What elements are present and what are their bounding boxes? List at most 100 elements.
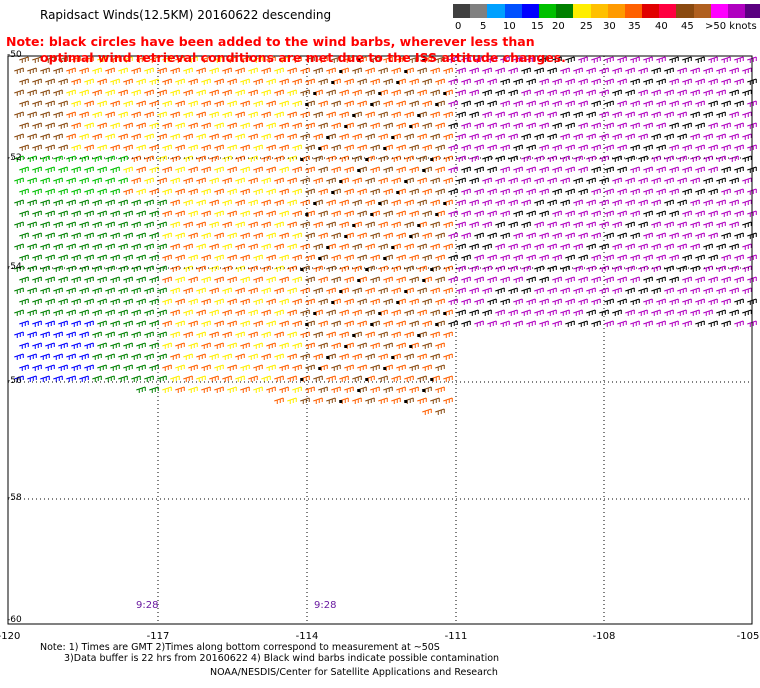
wind-barb	[430, 331, 440, 338]
wind-barb	[638, 155, 648, 162]
wind-barb	[313, 287, 323, 294]
wind-barb	[170, 177, 180, 184]
wind-barb	[66, 155, 76, 162]
wind-barb	[352, 67, 362, 74]
wind-barb	[196, 155, 206, 162]
wind-barb	[547, 133, 557, 140]
wind-barb	[144, 309, 154, 316]
wind-barb	[599, 177, 609, 184]
wind-barb	[708, 210, 718, 217]
wind-barb	[625, 67, 635, 74]
wind-barb	[240, 364, 250, 371]
wind-barb	[703, 155, 713, 162]
wind-barb	[383, 298, 393, 305]
wind-barb	[352, 243, 362, 250]
wind-barb	[500, 210, 510, 217]
wind-barb	[274, 133, 284, 140]
wind-barb	[365, 331, 375, 338]
wind-barb	[261, 287, 271, 294]
wind-barb	[708, 298, 718, 305]
wind-barb	[539, 56, 549, 63]
contamination-dot	[396, 81, 400, 84]
wind-barb	[71, 254, 81, 261]
wind-barb	[235, 199, 245, 206]
wind-barb	[461, 276, 471, 283]
wind-barb	[53, 177, 63, 184]
wind-barb	[638, 287, 648, 294]
wind-barb	[591, 298, 601, 305]
wind-barb	[409, 276, 419, 283]
wind-barb	[734, 320, 744, 327]
wind-barb	[287, 243, 297, 250]
wind-barb	[201, 254, 211, 261]
wind-barb	[396, 144, 406, 151]
legend-swatch	[728, 4, 746, 18]
wind-barb	[110, 254, 120, 261]
wind-barb	[32, 188, 42, 195]
wind-barb	[97, 166, 107, 173]
wind-barb	[669, 56, 679, 63]
wind-barb	[734, 232, 744, 239]
wind-barb	[175, 232, 185, 239]
wind-barb	[391, 397, 401, 404]
wind-barb	[721, 188, 731, 195]
wind-barb	[677, 111, 687, 118]
wind-barb	[508, 155, 518, 162]
contamination-dot	[357, 59, 361, 62]
wind-barb	[638, 243, 648, 250]
wind-barb	[383, 166, 393, 173]
wind-barb	[279, 188, 289, 195]
wind-barb	[92, 375, 102, 382]
wind-barb	[66, 111, 76, 118]
wind-barb	[318, 78, 328, 85]
wind-barb	[84, 298, 94, 305]
wind-barb	[469, 177, 479, 184]
wind-barb	[521, 265, 531, 272]
wind-barb	[500, 298, 510, 305]
wind-barb	[53, 67, 63, 74]
legend-tick: 35	[628, 21, 641, 32]
wind-barb	[378, 397, 388, 404]
wind-barb	[279, 100, 289, 107]
wind-barb	[430, 133, 440, 140]
wind-barb	[469, 133, 479, 140]
wind-barb	[235, 221, 245, 228]
wind-barb	[331, 320, 341, 327]
wind-barb	[331, 210, 341, 217]
wind-barb	[474, 78, 484, 85]
legend-swatch	[556, 4, 574, 18]
wind-barb	[313, 397, 323, 404]
wind-barb	[422, 408, 432, 415]
wind-barb	[677, 221, 687, 228]
wind-barb	[313, 89, 323, 96]
wind-barb	[313, 243, 323, 250]
wind-barb	[417, 243, 427, 250]
wind-barb	[695, 122, 705, 129]
wind-barb	[84, 342, 94, 349]
wind-barb	[456, 89, 466, 96]
wind-barb	[274, 375, 284, 382]
wind-barb	[703, 243, 713, 250]
wind-barb	[547, 265, 557, 272]
wind-barb	[149, 210, 159, 217]
wind-barb	[378, 287, 388, 294]
wind-barb	[331, 100, 341, 107]
wind-barb	[469, 89, 479, 96]
wind-barb	[214, 364, 224, 371]
wind-barb	[721, 78, 731, 85]
wind-barb	[131, 375, 141, 382]
wind-barb	[287, 111, 297, 118]
contamination-dot	[352, 334, 356, 337]
wind-barb	[110, 100, 120, 107]
wind-barb	[300, 199, 310, 206]
wind-barb	[526, 188, 536, 195]
wind-barb	[383, 100, 393, 107]
wind-barb	[469, 199, 479, 206]
wind-barb	[209, 265, 219, 272]
wind-barb	[573, 243, 583, 250]
wind-barb	[677, 177, 687, 184]
wind-barb	[716, 309, 726, 316]
wind-barb	[175, 78, 185, 85]
wind-barb	[27, 309, 37, 316]
wind-barb	[274, 353, 284, 360]
